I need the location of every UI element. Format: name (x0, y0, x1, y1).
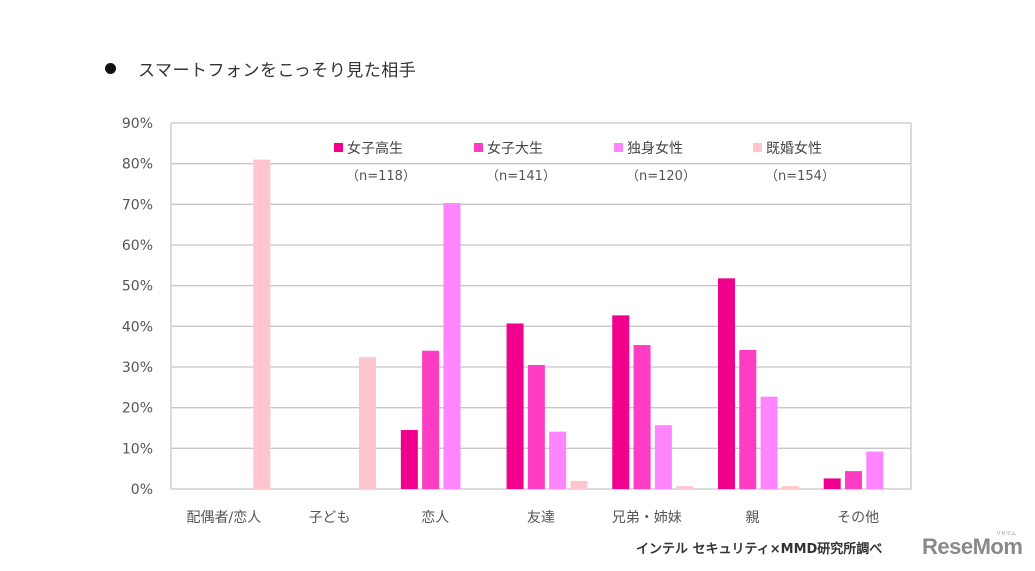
legend-sample-size: （n=120） (626, 169, 696, 184)
source-credit: インテル セキュリティ×MMD研究所調べ (636, 542, 883, 557)
bar (422, 350, 440, 489)
legend-label: 女子高生 (347, 140, 403, 157)
y-tick-label: 80% (122, 157, 153, 173)
bar (570, 480, 588, 489)
y-tick-label: 60% (122, 238, 153, 254)
bar (527, 364, 545, 489)
legend-sample-size: （n=141） (486, 169, 556, 184)
bar (781, 486, 799, 489)
resemom-logo: ReseMom (922, 534, 1023, 559)
x-tick-label: 友達 (527, 510, 555, 526)
y-tick-label: 20% (122, 401, 153, 417)
bar (844, 471, 862, 489)
y-tick-label: 0% (131, 482, 153, 498)
y-axis-ticks: 0% 10% 20% 30% 40% 50% 60% 70% 80% 90% (122, 116, 153, 498)
bar (506, 323, 524, 489)
y-tick-label: 30% (122, 360, 153, 376)
y-tick-label: 50% (122, 279, 153, 295)
bar (866, 451, 884, 489)
x-tick-label: 配偶者/恋人 (186, 509, 261, 526)
bar (443, 203, 461, 489)
bar (739, 349, 757, 489)
legend-label: 既婚女性 (766, 140, 822, 157)
bar (359, 357, 377, 489)
bar (760, 396, 778, 489)
bar (633, 345, 651, 489)
bar (400, 430, 418, 489)
legend-sample-size: （n=154） (765, 169, 835, 184)
legend-sample-size: （n=118） (346, 169, 416, 184)
y-tick-label: 40% (122, 319, 153, 335)
y-tick-label: 10% (122, 441, 153, 457)
legend-swatch (474, 143, 483, 152)
x-tick-label: 子ども (309, 510, 351, 526)
legend: 女子高生 （n=118） 女子大生 （n=141） 独身女性 （n=120） 既婚女性 （n=… (334, 140, 835, 184)
logo-ruby: リセマム (996, 531, 1017, 537)
bar (717, 278, 735, 489)
bars (253, 159, 884, 489)
bar (676, 486, 694, 489)
bar (612, 315, 630, 489)
y-tick-label: 90% (122, 116, 153, 132)
bar (823, 478, 841, 489)
chart-title: スマートフォンをこっそり見た相手 (138, 61, 417, 81)
x-tick-label: 親 (745, 510, 759, 526)
chart-heading: スマートフォンをこっそり見た相手 (105, 56, 416, 81)
y-tick-label: 70% (122, 197, 153, 213)
bar (253, 159, 271, 489)
x-tick-label: 恋人 (421, 509, 449, 526)
legend-label: 独身女性 (627, 140, 683, 157)
x-tick-label: 兄弟・姉妹 (612, 510, 682, 526)
legend-swatch (753, 143, 762, 152)
legend-label: 女子大生 (487, 140, 543, 157)
x-tick-label: その他 (837, 510, 879, 526)
legend-swatch (614, 143, 623, 152)
x-axis-ticks: 配偶者/恋人 子ども 恋人 友達 兄弟・姉妹 親 その他 (186, 509, 879, 526)
bar (549, 431, 567, 489)
bar (654, 425, 672, 489)
bullet-icon (105, 63, 116, 74)
legend-swatch (334, 143, 343, 152)
